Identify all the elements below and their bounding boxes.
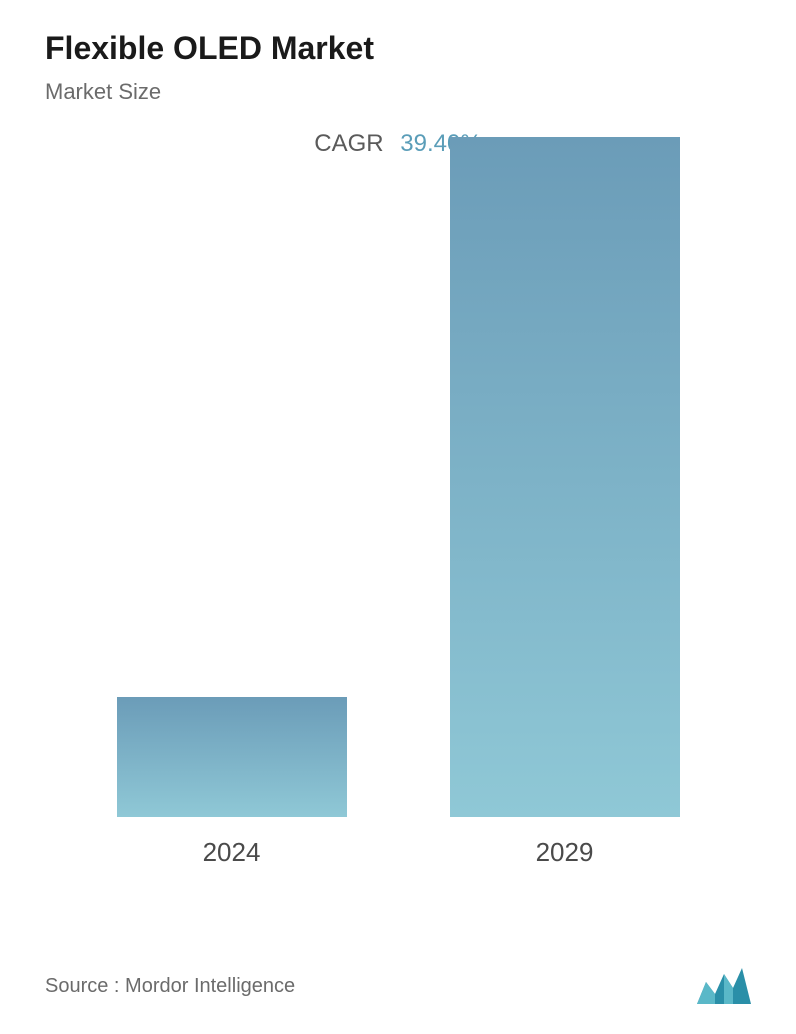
cagr-label: CAGR bbox=[314, 130, 383, 157]
logo-icon bbox=[697, 968, 751, 1004]
bar-label-1: 2029 bbox=[536, 837, 594, 868]
source-text: Source : Mordor Intelligence bbox=[45, 975, 295, 998]
bar-2024 bbox=[117, 697, 347, 817]
chart-subtitle: Market Size bbox=[45, 79, 751, 105]
footer: Source : Mordor Intelligence bbox=[45, 968, 751, 1004]
bar-label-0: 2024 bbox=[203, 837, 261, 868]
bar-group-1: 2029 bbox=[415, 137, 715, 868]
chart-title: Flexible OLED Market bbox=[45, 30, 751, 67]
bar-2029 bbox=[450, 137, 680, 817]
bar-group-0: 2024 bbox=[82, 697, 382, 868]
chart-area: 2024 2029 bbox=[65, 178, 731, 868]
